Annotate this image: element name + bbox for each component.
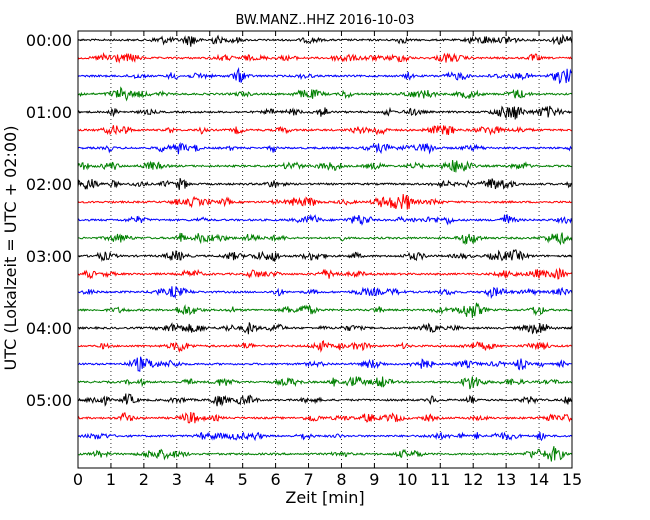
- y-tick-label: 02:00: [26, 175, 72, 194]
- trace-line: [77, 446, 573, 462]
- trace-line: [77, 376, 573, 390]
- trace-line: [77, 105, 573, 120]
- y-axis-label: UTC (Lokalzeit = UTC + 02:00): [1, 126, 20, 371]
- trace-line: [77, 86, 573, 102]
- x-ticks: 0 1 2 3 4 5 6 7 8 9 10 11 12 13 14 15: [73, 31, 582, 489]
- x-tick-label: 4: [205, 470, 215, 489]
- trace-line: [77, 193, 572, 210]
- y-tick-label: 05:00: [26, 391, 72, 410]
- x-tick-label: 6: [271, 470, 281, 489]
- trace-line: [77, 33, 573, 47]
- x-tick-label: 1: [106, 470, 116, 489]
- x-tick-label: 9: [369, 470, 379, 489]
- y-tick-label: 03:00: [26, 247, 72, 266]
- x-tick-label: 7: [303, 470, 313, 489]
- x-axis-label: Zeit [min]: [285, 488, 364, 507]
- x-tick-label: 15: [562, 470, 582, 489]
- trace-line: [77, 141, 573, 155]
- x-tick-label: 3: [172, 470, 182, 489]
- trace-line: [77, 213, 573, 226]
- x-tick-label: 0: [73, 470, 83, 489]
- x-tick-label: 10: [397, 470, 417, 489]
- chart-title: BW.MANZ..HHZ 2016-10-03: [235, 13, 414, 28]
- trace-line: [77, 67, 573, 85]
- x-tick-label: 8: [336, 470, 346, 489]
- trace-line: [77, 393, 573, 407]
- x-tick-label: 14: [529, 470, 549, 489]
- x-tick-label: 2: [139, 470, 149, 489]
- trace-line: [77, 302, 573, 318]
- y-tick-label: 01:00: [26, 103, 72, 122]
- trace-line: [77, 177, 573, 190]
- trace-line: [77, 356, 573, 373]
- x-tick-label: 12: [463, 470, 483, 489]
- y-ticks: 00:00 01:00 02:00 03:00 04:00 05:00: [26, 31, 572, 410]
- trace-line: [77, 411, 573, 424]
- trace-line: [77, 232, 573, 246]
- x-tick-label: 5: [238, 470, 248, 489]
- trace-line: [77, 322, 573, 335]
- trace-line: [77, 431, 573, 442]
- trace-line: [77, 52, 573, 64]
- trace-line: [77, 339, 573, 353]
- x-tick-label: 13: [496, 470, 516, 489]
- x-tick-label: 11: [430, 470, 450, 489]
- trace-line: [77, 160, 573, 173]
- trace-line: [77, 124, 572, 136]
- grid-lines: [110, 31, 540, 468]
- trace-line: [77, 267, 573, 280]
- trace-line: [77, 249, 572, 263]
- traces: [77, 33, 573, 462]
- y-tick-label: 04:00: [26, 319, 72, 338]
- plot-frame: [77, 30, 573, 469]
- y-tick-label: 00:00: [26, 31, 72, 50]
- trace-line: [77, 286, 573, 300]
